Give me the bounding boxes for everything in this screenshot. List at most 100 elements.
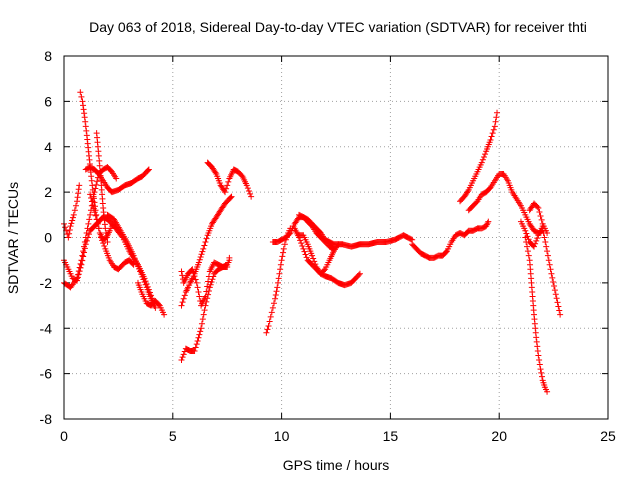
data-point: [203, 235, 210, 242]
data-point: [523, 230, 530, 237]
data-point: [311, 258, 318, 265]
data-point: [66, 230, 73, 237]
series-arc8: [104, 211, 159, 311]
data-point: [197, 254, 204, 261]
data-point: [179, 299, 186, 306]
data-point: [226, 254, 233, 261]
data-point: [222, 189, 229, 196]
data-point: [487, 136, 494, 143]
data-point: [74, 271, 81, 278]
data-point: [136, 265, 143, 272]
y-tick-label: 8: [44, 48, 52, 64]
data-point: [537, 366, 544, 373]
data-point: [130, 261, 137, 268]
data-point: [537, 212, 544, 219]
data-point: [278, 257, 285, 264]
data-point: [443, 249, 450, 256]
series-arc17: [296, 232, 342, 277]
data-point: [270, 300, 277, 307]
data-point: [189, 266, 196, 273]
x-tick-label: 10: [274, 428, 290, 444]
data-point: [204, 283, 211, 290]
data-point: [200, 311, 207, 318]
data-point: [88, 194, 95, 201]
data-point: [201, 307, 208, 314]
data-point: [485, 218, 492, 225]
data-point: [247, 190, 254, 197]
data-point: [200, 245, 207, 252]
x-axis-title: GPS time / hours: [283, 457, 390, 473]
data-point: [263, 329, 270, 336]
data-point: [133, 260, 140, 267]
data-point: [542, 239, 549, 246]
data-point: [202, 302, 209, 309]
data-point: [266, 318, 273, 325]
data-point: [243, 182, 250, 189]
y-axis-title: SDTVAR / TECUs: [5, 182, 21, 294]
x-tick-label: 0: [60, 428, 68, 444]
data-point: [355, 271, 362, 278]
data-point: [538, 369, 545, 376]
data-point: [553, 295, 560, 302]
data-point: [75, 186, 82, 193]
data-point: [547, 266, 554, 273]
data-point: [494, 109, 501, 116]
data-point: [195, 288, 202, 295]
data-point: [309, 252, 316, 259]
data-point: [280, 249, 287, 256]
x-tick-labels: 0 5 10 15 20 25: [60, 428, 616, 444]
data-point: [546, 261, 553, 268]
data-point: [556, 307, 563, 314]
data-point: [223, 185, 230, 192]
data-point: [74, 194, 81, 201]
data-point: [525, 252, 532, 259]
data-point: [280, 245, 287, 252]
data-point: [206, 284, 213, 291]
data-point: [87, 191, 94, 198]
data-point: [204, 295, 211, 302]
data-point: [68, 220, 75, 227]
series-arc24: [517, 218, 546, 250]
y-tick-label: -2: [40, 275, 53, 291]
data-point: [478, 159, 485, 166]
data-point: [102, 225, 109, 232]
data-point: [549, 274, 556, 281]
plot-frame: [63, 55, 609, 420]
data-point: [538, 216, 545, 223]
data-point: [85, 220, 92, 227]
data-point: [94, 220, 101, 227]
data-point: [274, 284, 281, 291]
data-point: [551, 287, 558, 294]
data-point: [93, 216, 100, 223]
chart-title: Day 063 of 2018, Sidereal Day-to-day VTE…: [89, 19, 587, 35]
data-point: [88, 173, 95, 180]
data-point: [83, 127, 90, 134]
data-point: [538, 373, 545, 380]
data-point: [130, 252, 137, 259]
data-point: [180, 295, 187, 302]
series-arc7: [93, 130, 111, 246]
data-point: [113, 175, 120, 182]
data-point: [536, 357, 543, 364]
data-point: [533, 334, 540, 341]
data-point: [522, 227, 529, 234]
data-point: [201, 242, 208, 249]
data-point: [203, 298, 210, 305]
data-point: [138, 271, 145, 278]
series-arc9: [134, 279, 168, 318]
data-point: [191, 347, 198, 354]
data-point: [544, 388, 551, 395]
data-point: [81, 243, 88, 250]
data-point: [80, 253, 87, 260]
data-point: [191, 273, 198, 280]
data-point: [92, 185, 99, 192]
data-point: [89, 182, 96, 189]
data-point: [274, 279, 281, 286]
data-point: [277, 266, 284, 273]
data-point: [88, 198, 95, 205]
data-point: [195, 259, 202, 266]
data-point: [301, 248, 308, 255]
data-point: [299, 243, 306, 250]
data-point: [195, 334, 202, 341]
series-arc22: [522, 234, 551, 395]
